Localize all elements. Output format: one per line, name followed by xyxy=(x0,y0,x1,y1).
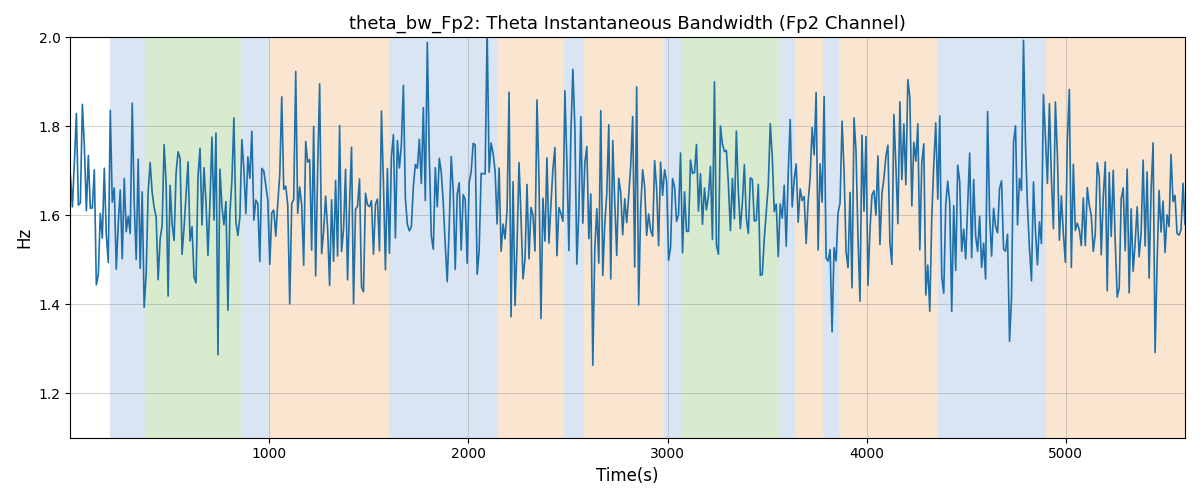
Bar xyxy=(682,38,779,438)
Bar xyxy=(823,38,839,438)
Bar xyxy=(1069,38,1186,438)
Bar xyxy=(794,38,823,438)
Bar xyxy=(584,38,664,438)
X-axis label: Time(s): Time(s) xyxy=(596,467,659,485)
Title: theta_bw_Fp2: Theta Instantaneous Bandwidth (Fp2 Channel): theta_bw_Fp2: Theta Instantaneous Bandwi… xyxy=(349,15,906,34)
Bar xyxy=(839,38,938,438)
Bar xyxy=(389,38,498,438)
Bar xyxy=(664,38,682,438)
Bar xyxy=(779,38,794,438)
Bar xyxy=(564,38,584,438)
Bar xyxy=(110,38,146,438)
Bar xyxy=(1045,38,1069,438)
Bar xyxy=(498,38,564,438)
Bar xyxy=(938,38,1045,438)
Bar xyxy=(146,38,241,438)
Y-axis label: Hz: Hz xyxy=(14,227,32,248)
Bar xyxy=(270,38,389,438)
Bar xyxy=(241,38,270,438)
